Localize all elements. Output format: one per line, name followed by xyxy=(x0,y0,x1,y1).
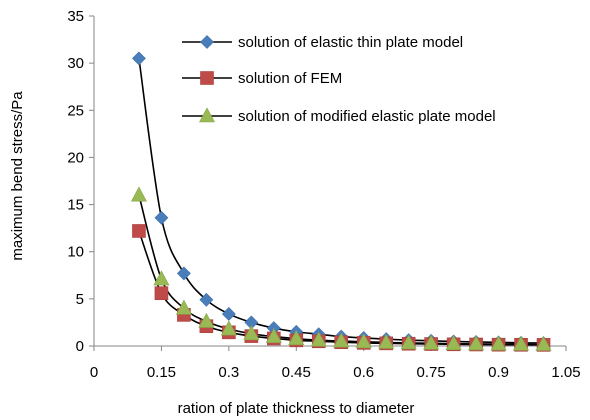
series-line-diamond xyxy=(138,58,544,344)
y-tick-label: 5 xyxy=(76,291,84,308)
data-point-triangle xyxy=(175,299,192,315)
x-tick-label: 0 xyxy=(90,364,98,381)
legend-marker-square xyxy=(200,71,214,85)
data-point-triangle xyxy=(243,325,260,341)
data-point-diamond xyxy=(154,210,169,225)
legend-marker-triangle xyxy=(198,107,216,123)
data-point-triangle xyxy=(310,331,327,347)
y-tick-label: 35 xyxy=(67,8,84,25)
data-point-triangle xyxy=(378,333,395,349)
data-point-triangle xyxy=(333,332,350,348)
data-point-triangle xyxy=(355,333,372,349)
data-point-triangle xyxy=(513,335,530,351)
data-point-triangle xyxy=(265,327,282,343)
data-point-triangle xyxy=(445,335,462,350)
legend: solution of elastic thin plate model solu… xyxy=(182,34,496,125)
x-tick-label: 0.3 xyxy=(218,364,239,381)
ticks: 0 5 10 15 20 25 30 35 0 0.15 0.3 0.45 0.6 0.75 0.9 1.05 xyxy=(67,8,580,381)
legend-label: solution of modified elastic plate model xyxy=(238,108,496,125)
y-tick-label: 25 xyxy=(67,102,84,119)
x-tick-label: 1.05 xyxy=(551,364,580,381)
data-point-triangle xyxy=(198,312,215,328)
y-tick-label: 15 xyxy=(67,197,84,214)
data-point-diamond xyxy=(199,292,214,307)
axes xyxy=(93,16,566,347)
y-tick-label: 0 xyxy=(76,338,84,355)
data-point-square xyxy=(154,286,169,301)
series-curves xyxy=(138,58,544,346)
data-point-triangle xyxy=(220,320,237,336)
series-markers xyxy=(130,51,552,352)
data-point-triangle xyxy=(423,334,440,350)
data-point-diamond xyxy=(221,307,236,321)
x-axis-title: ration of plate thickness to diameter xyxy=(178,400,415,417)
y-axis-title: maximum bend stress/Pa xyxy=(9,91,26,261)
x-tick-label: 0.15 xyxy=(147,364,176,381)
x-tick-label: 0.9 xyxy=(488,364,509,381)
data-point-square xyxy=(132,224,146,238)
y-tick-label: 10 xyxy=(67,244,84,261)
data-point-triangle xyxy=(130,186,147,202)
x-tick-label: 0.75 xyxy=(417,364,446,381)
data-point-diamond xyxy=(132,51,146,66)
y-tick-label: 30 xyxy=(67,55,84,72)
legend-label: solution of FEM xyxy=(238,70,342,87)
data-point-triangle xyxy=(535,335,552,351)
data-point-triangle xyxy=(468,335,485,351)
data-point-triangle xyxy=(490,335,507,351)
data-point-triangle xyxy=(288,330,305,345)
data-point-triangle xyxy=(400,334,417,350)
data-point-triangle xyxy=(153,270,170,286)
x-tick-label: 0.45 xyxy=(282,364,311,381)
x-tick-label: 0.6 xyxy=(353,364,374,381)
y-tick-label: 20 xyxy=(67,149,84,166)
data-point-diamond xyxy=(176,266,191,281)
legend-label: solution of elastic thin plate model xyxy=(238,34,463,51)
legend-marker-diamond xyxy=(200,35,214,49)
